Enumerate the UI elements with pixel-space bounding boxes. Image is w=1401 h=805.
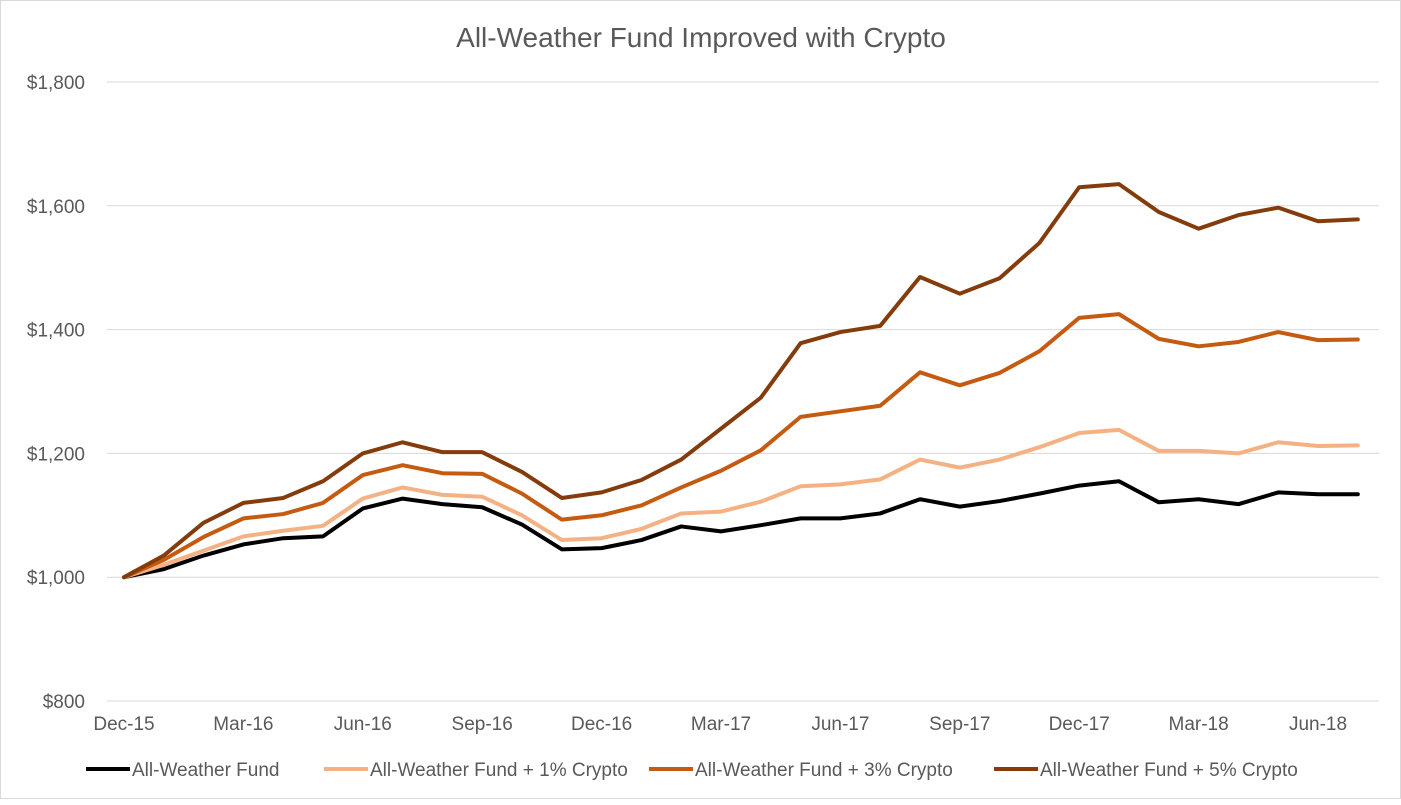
legend-label: All-Weather Fund + 1% Crypto <box>370 760 628 781</box>
legend-item: All-Weather Fund + 1% Crypto <box>324 760 628 781</box>
chart-title: All-Weather Fund Improved with Crypto <box>456 22 946 53</box>
y-tick-label: $1,000 <box>27 568 85 589</box>
y-tick-label: $1,200 <box>27 444 85 465</box>
y-tick-label: $1,800 <box>27 73 85 94</box>
y-axis-ticks: $800 $1,000 $1,200 $1,400 $1,600 $1,800 <box>27 73 85 713</box>
x-tick-label: Jun-16 <box>334 714 392 735</box>
legend-item: All-Weather Fund <box>86 760 280 781</box>
series-line-0 <box>122 479 1360 580</box>
legend-label: All-Weather Fund <box>132 760 280 781</box>
y-tick-label: $1,600 <box>27 197 85 218</box>
legend: All-Weather Fund All-Weather Fund + 1% Cr… <box>86 760 1298 781</box>
x-axis-ticks: Dec-15 Mar-16 Jun-16 Sep-16 Dec-16 Mar-17 Jun-… <box>93 714 1347 735</box>
x-tick-label: Dec-15 <box>93 714 154 735</box>
legend-label: All-Weather Fund + 5% Crypto <box>1040 760 1298 781</box>
x-tick-label: Jun-17 <box>811 714 869 735</box>
legend-item: All-Weather Fund + 3% Crypto <box>649 760 953 781</box>
legend-item: All-Weather Fund + 5% Crypto <box>994 760 1298 781</box>
x-tick-label: Dec-17 <box>1049 714 1110 735</box>
y-tick-label: $1,400 <box>27 321 85 342</box>
x-tick-label: Jun-18 <box>1289 714 1347 735</box>
series-line-1 <box>122 427 1360 580</box>
x-tick-label: Sep-17 <box>929 714 990 735</box>
series-line-2 <box>122 312 1360 580</box>
series-lines <box>122 182 1360 580</box>
legend-label: All-Weather Fund + 3% Crypto <box>695 760 953 781</box>
x-tick-label: Mar-18 <box>1169 714 1229 735</box>
x-tick-label: Mar-17 <box>691 714 751 735</box>
gridlines <box>107 81 1379 702</box>
x-tick-label: Dec-16 <box>571 714 632 735</box>
y-tick-label: $800 <box>43 692 85 713</box>
x-tick-label: Mar-16 <box>213 714 273 735</box>
x-tick-label: Sep-16 <box>452 714 513 735</box>
series-line-3 <box>122 182 1360 580</box>
